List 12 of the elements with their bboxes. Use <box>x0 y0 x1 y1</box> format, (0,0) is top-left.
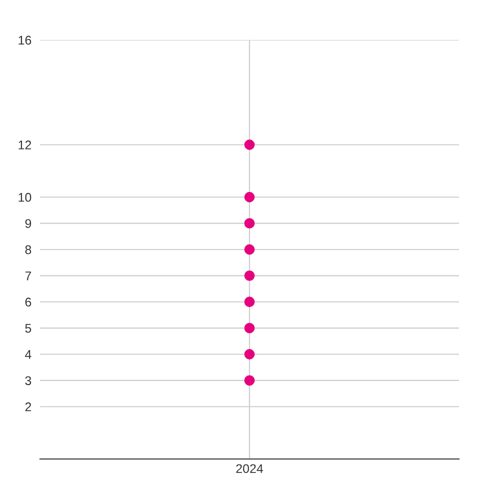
y-tick-label: 4 <box>25 350 32 359</box>
y-tick-label: 12 <box>18 140 32 150</box>
y-tick-label: 9 <box>25 219 32 228</box>
y-tick-label: 16 <box>18 36 32 45</box>
y-tick-label: 8 <box>25 245 32 254</box>
y-tick-label: 3 <box>25 376 32 386</box>
y-tick-label: 5 <box>25 324 32 333</box>
y-tick-label: 6 <box>25 298 32 307</box>
y-tick-label: 10 <box>18 192 32 202</box>
y-tick-label: 2 <box>25 402 32 412</box>
x-tick-label: 2024 <box>236 464 264 474</box>
y-tick-label: 7 <box>25 272 32 280</box>
